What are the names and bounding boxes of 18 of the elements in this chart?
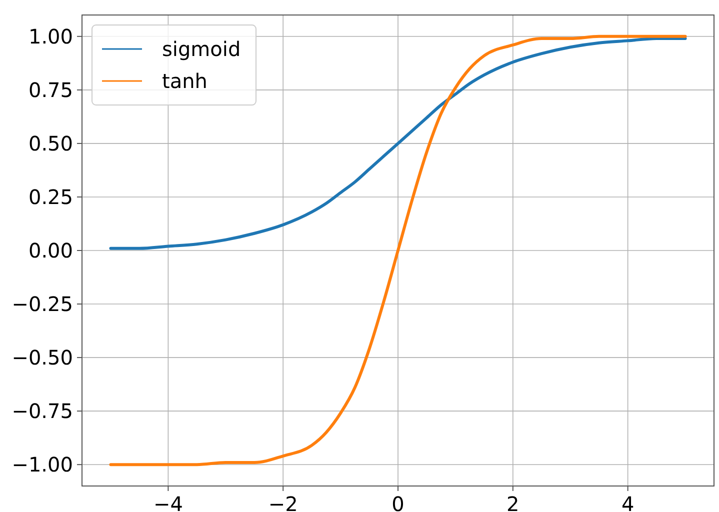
line-series — [109, 37, 687, 250]
y-tick-label: −0.75 — [12, 399, 73, 424]
y-tick-label: 1.00 — [28, 24, 73, 48]
y-tick-label: 0.00 — [28, 238, 73, 262]
legend-label: sigmoid — [162, 37, 241, 61]
y-tick-label: −0.50 — [12, 346, 73, 370]
x-tick-label: −4 — [153, 492, 183, 512]
y-tick-label: −0.25 — [12, 292, 73, 316]
x-tick-label: −2 — [268, 492, 298, 512]
y-tick-label: 0.50 — [28, 131, 73, 156]
x-tick-label: 4 — [621, 492, 634, 512]
y-tick-label: 0.75 — [28, 78, 73, 102]
line-series — [109, 34, 687, 466]
x-tick-label: 0 — [392, 492, 404, 512]
y-tick-label: −1.00 — [12, 452, 73, 477]
legend-label: tanh — [162, 69, 208, 93]
y-tick-label: 0.25 — [28, 184, 73, 209]
x-tick-label: 2 — [506, 492, 520, 512]
